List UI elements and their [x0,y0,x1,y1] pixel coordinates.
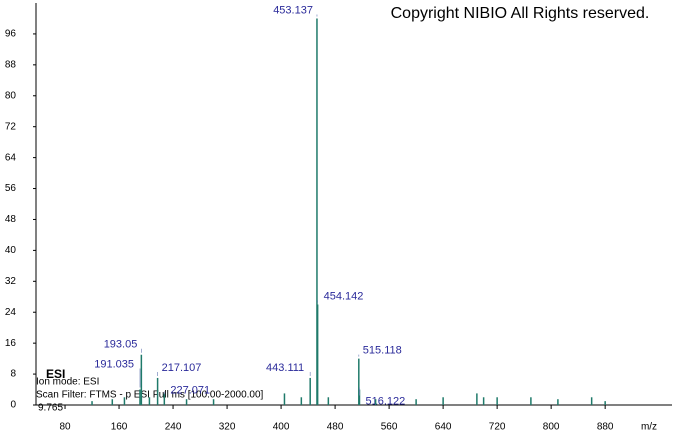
x-tick-label: 80 [59,422,71,433]
scan-filter: Scan Filter: FTMS - p ESI Full ms [100.0… [36,390,264,401]
y-tick-label: 96 [5,29,17,40]
peak-label: 227.071 [170,384,210,396]
peak-label: 191.035 [94,358,134,370]
ion-label: ESI [46,367,65,381]
x-tick-label: 320 [219,422,236,433]
x-tick-label: 880 [597,422,614,433]
x-tick-label: 240 [165,422,182,433]
y-tick-label: 24 [5,307,17,318]
peak-label: 193.05 [104,339,138,351]
y-tick-label: 48 [5,214,17,225]
peak-label: 443.111 [266,362,304,374]
y-tick-label: 32 [5,276,17,287]
y-tick-label: 80 [5,90,17,101]
y-tick-label: 64 [5,152,17,163]
ion-mode: Ion mode: ESI [36,377,99,388]
copyright: Copyright NIBIO All Rights reserved. [391,5,650,22]
y-tick-label: 0 [10,400,16,411]
peak-label: 454.142 [324,290,364,302]
x-tick-label: 400 [273,422,290,433]
x-tick-label: 480 [327,422,344,433]
x-tick-label: 160 [111,422,128,433]
x-tick-label: 560 [381,422,398,433]
y-tick-label: 40 [5,245,17,256]
x-tick-label: 640 [435,422,452,433]
peak-label: 217.107 [162,362,202,374]
y-tick-label: 16 [5,338,17,349]
x-tick-label: 800 [543,422,560,433]
peak-label: 516.122 [365,395,405,407]
x-axis-label: m/z [641,422,657,433]
x-tick-label: 720 [489,422,506,433]
peak-label: 453.137 [273,4,313,16]
y-tick-label: 8 [10,369,16,380]
y-tick-label: 72 [5,121,17,132]
y-tick-label: 88 [5,59,17,70]
retention-time: 9.765 [38,403,63,414]
y-tick-label: 56 [5,183,17,194]
peak-label: 515.118 [363,345,402,357]
